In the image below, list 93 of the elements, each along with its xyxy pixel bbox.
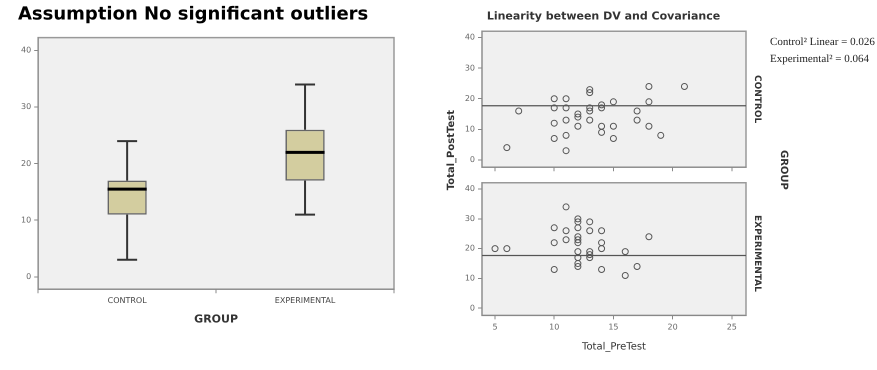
point — [586, 254, 594, 262]
point — [562, 132, 570, 139]
y-tick-label: 10 — [464, 274, 475, 283]
point — [586, 251, 594, 258]
y-tick-label: 30 — [464, 63, 475, 72]
point — [610, 134, 617, 142]
point — [562, 227, 570, 234]
point — [645, 83, 652, 90]
point — [574, 239, 582, 246]
point — [574, 260, 582, 268]
point — [574, 233, 582, 240]
y-tick-label: 40 — [20, 46, 32, 55]
point — [574, 224, 582, 232]
point — [574, 110, 582, 118]
point — [574, 236, 582, 244]
y2-axis-title: CONTROL — [752, 75, 762, 124]
y-tick-label: 0 — [26, 272, 32, 281]
point — [574, 218, 582, 226]
point — [598, 239, 606, 246]
y-tick-label: 10 — [20, 215, 32, 224]
point — [598, 122, 606, 130]
point — [562, 104, 570, 112]
point — [610, 98, 617, 106]
point — [598, 245, 606, 252]
point — [492, 245, 499, 252]
y-tick-label: 40 — [464, 32, 475, 42]
point — [503, 245, 510, 252]
point — [562, 95, 570, 102]
point — [550, 239, 558, 246]
x-tick-label: 15 — [608, 322, 618, 332]
x-tick-label: 10 — [549, 322, 560, 332]
y-tick-label: 20 — [464, 244, 475, 253]
y-tick-label: 10 — [464, 124, 475, 134]
point — [562, 236, 570, 244]
point — [574, 114, 582, 121]
point — [586, 104, 594, 112]
point — [645, 233, 652, 240]
x-tick-label: 25 — [726, 322, 737, 332]
point — [550, 224, 558, 232]
point — [657, 132, 664, 139]
point — [550, 104, 558, 112]
point — [515, 107, 522, 114]
x-axis-title: Total_PreTest — [581, 342, 646, 353]
y-tick-label: 20 — [464, 94, 475, 103]
point — [634, 263, 641, 270]
point — [598, 104, 606, 112]
point — [645, 122, 652, 130]
point — [610, 122, 617, 130]
point — [550, 120, 558, 127]
x-tick-label: 20 — [668, 322, 678, 332]
point — [562, 147, 570, 154]
point — [574, 263, 582, 270]
x-tick-label: 5 — [492, 322, 498, 332]
point — [586, 248, 594, 256]
point — [586, 218, 594, 226]
y-tick-label: 40 — [464, 184, 475, 194]
y-tick-label: 20 — [20, 158, 32, 168]
point — [634, 116, 641, 124]
point — [598, 128, 606, 136]
y-tick-label: 0 — [470, 154, 475, 164]
point — [598, 266, 606, 274]
y-tick-label: 30 — [20, 102, 32, 112]
point — [574, 254, 582, 262]
point — [622, 272, 629, 279]
point — [562, 203, 570, 210]
y-axis-title: Total_PostTest — [446, 110, 457, 190]
chart-title: Linearity between DV and Covariance — [486, 9, 720, 22]
point — [586, 227, 594, 234]
point — [598, 227, 606, 234]
point — [634, 107, 641, 114]
text: GROUP — [778, 150, 789, 190]
point — [550, 134, 558, 142]
point — [645, 98, 652, 106]
point — [586, 107, 594, 114]
point — [574, 215, 582, 222]
text: Control² Linear = 0.026 — [770, 35, 875, 50]
point — [586, 89, 594, 96]
y-tick-label: 0 — [470, 303, 475, 312]
point — [503, 144, 510, 152]
point — [574, 248, 582, 256]
point — [550, 95, 558, 102]
x-axis-title: GROUP — [194, 312, 238, 326]
point — [562, 116, 570, 124]
text: Experimental² = 0.064 — [770, 52, 870, 67]
point — [680, 83, 688, 90]
point — [622, 248, 629, 256]
y-tick-label: 30 — [464, 214, 475, 223]
chart-title: Assumption No significant outliers — [18, 3, 368, 24]
point — [598, 101, 606, 108]
point — [586, 116, 594, 124]
point — [586, 86, 594, 94]
point — [550, 266, 558, 274]
point — [574, 122, 582, 130]
